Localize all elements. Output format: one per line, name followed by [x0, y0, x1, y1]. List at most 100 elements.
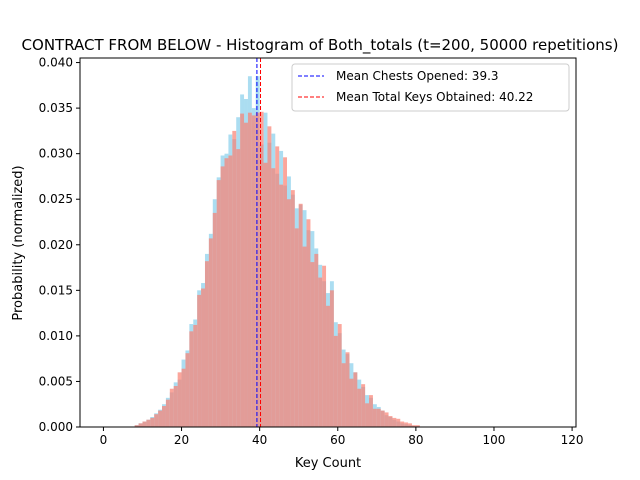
bars-layer — [134, 76, 420, 428]
histogram-bar-series-2 — [326, 305, 330, 427]
histogram-bar-series-2 — [177, 372, 182, 427]
histogram-bar-series-2 — [372, 408, 377, 427]
legend: Mean Chests Opened: 39.3 Mean Total Keys … — [291, 63, 570, 112]
histogram-bar-series-2 — [310, 262, 315, 427]
histogram-bar-series-2 — [290, 190, 295, 427]
histogram-bar-series-2 — [197, 294, 202, 427]
histogram-bar-series-2 — [138, 423, 143, 427]
histogram-bar-series-2 — [302, 246, 307, 427]
axes-layer: 0 20 40 60 80 100 120 0.000 0.005 0.010 0.015 0.020… — [39, 56, 584, 447]
y-tick-label: 0.015 — [39, 283, 73, 297]
histogram-bar-series-2 — [345, 352, 350, 427]
histogram-bar-series-2 — [349, 378, 354, 427]
histogram-bar-series-2 — [154, 414, 159, 427]
x-tick-label: 100 — [483, 433, 506, 447]
histogram-bar-series-2 — [322, 265, 327, 427]
histogram-bar-series-2 — [240, 113, 245, 427]
histogram-bar-series-2 — [337, 324, 342, 427]
histogram-bar-series-2 — [228, 155, 233, 428]
legend-box — [291, 63, 570, 112]
histogram-bar-series-2 — [380, 410, 385, 427]
histogram-bar-series-2 — [220, 166, 225, 428]
histogram-bar-series-2 — [408, 423, 412, 427]
x-tick-label: 120 — [561, 433, 584, 447]
histogram-bar-series-2 — [201, 288, 205, 427]
histogram-bar-series-2 — [318, 277, 323, 427]
histogram-bar-series-2 — [255, 112, 260, 428]
chart-title: CONTRACT FROM BELOW - Histogram of Both_… — [22, 36, 619, 55]
histogram-bar-series-2 — [263, 162, 268, 427]
histogram-bar-series-2 — [212, 212, 217, 427]
histogram-bar-series-2 — [365, 403, 370, 427]
histogram-bar-series-2 — [146, 419, 151, 427]
histogram-bar-series-2 — [298, 203, 303, 427]
y-axis-label: Probability (normalized) — [11, 165, 26, 320]
x-tick-label: 20 — [174, 433, 189, 447]
histogram-bar-series-2 — [369, 395, 373, 427]
histogram-bar-series-2 — [173, 386, 178, 427]
mean-lines-layer — [256, 58, 262, 427]
histogram-bar-series-2 — [279, 184, 284, 427]
x-tick-label: 0 — [100, 433, 108, 447]
histogram-bar-series-2 — [361, 384, 366, 427]
histogram-bar-series-2 — [204, 261, 209, 427]
y-tick-label: 0.000 — [39, 420, 73, 434]
histogram-bar-series-2 — [165, 399, 170, 427]
histogram-bar-series-2 — [251, 115, 256, 428]
histogram-bar-series-2 — [224, 158, 229, 427]
histogram-bar-series-2 — [181, 368, 186, 427]
y-tick-label: 0.030 — [39, 147, 73, 161]
histogram-bar-series-2 — [162, 406, 166, 427]
histogram-bar-series-2 — [283, 157, 287, 427]
y-tick-label: 0.005 — [39, 374, 73, 388]
histogram-bar-series-2 — [193, 324, 198, 427]
histogram-bar-series-2 — [271, 168, 276, 428]
histogram-bar-series-2 — [294, 228, 299, 427]
x-axis-label: Key Count — [295, 456, 361, 471]
histogram-bar-series-2 — [275, 146, 280, 427]
histogram-bar-series-2 — [244, 122, 248, 427]
histogram-bar-series-2 — [357, 388, 362, 427]
histogram-bar-series-2 — [388, 416, 393, 427]
x-tick-label: 80 — [408, 433, 423, 447]
x-tick-label: 40 — [252, 433, 267, 447]
histogram-bar-series-2 — [134, 425, 139, 427]
y-tick-label: 0.035 — [39, 101, 73, 115]
y-tick-label: 0.010 — [39, 329, 73, 343]
histogram-bar-series-2 — [142, 421, 147, 427]
histogram-bar-series-2 — [415, 425, 420, 427]
histogram-bar-series-2 — [259, 111, 264, 427]
histogram-bar-series-2 — [236, 149, 241, 428]
histogram-bar-series-2 — [384, 412, 389, 427]
histogram-bar-series-2 — [286, 199, 291, 427]
y-tick-label: 0.020 — [39, 238, 73, 252]
histogram-bar-series-2 — [267, 126, 272, 427]
histogram-bar-series-2 — [329, 290, 334, 427]
histogram-bar-series-2 — [404, 422, 409, 427]
histogram-bar-series-2 — [208, 238, 213, 427]
y-tick-label: 0.025 — [39, 192, 73, 206]
histogram-bar-series-2 — [353, 372, 358, 427]
histogram-bar-series-2 — [333, 335, 338, 427]
histogram-bar-series-2 — [232, 130, 237, 427]
plot-frame — [79, 57, 577, 428]
histogram-bar-series-2 — [216, 180, 221, 427]
histogram-bar-series-2 — [189, 331, 194, 427]
histogram-bar-series-2 — [185, 353, 190, 427]
histogram-bar-series-2 — [169, 388, 174, 427]
histogram-bar-series-2 — [396, 418, 401, 427]
histogram-bar-series-2 — [158, 410, 163, 427]
histogram-bar-series-2 — [376, 408, 381, 427]
histogram-bar-series-2 — [306, 219, 311, 427]
legend-label: Mean Chests Opened: 39.3 — [336, 69, 499, 83]
histogram-bar-series-2 — [247, 112, 252, 428]
y-tick-label: 0.040 — [39, 56, 73, 70]
histogram-bar-series-2 — [411, 425, 416, 427]
histogram-bar-series-2 — [400, 421, 405, 427]
x-tick-label: 60 — [330, 433, 345, 447]
histogram-bar-series-2 — [392, 417, 397, 427]
histogram-bar-series-2 — [314, 253, 319, 427]
histogram-bar-series-2 — [341, 363, 346, 427]
histogram-bar-series-2 — [150, 417, 155, 427]
